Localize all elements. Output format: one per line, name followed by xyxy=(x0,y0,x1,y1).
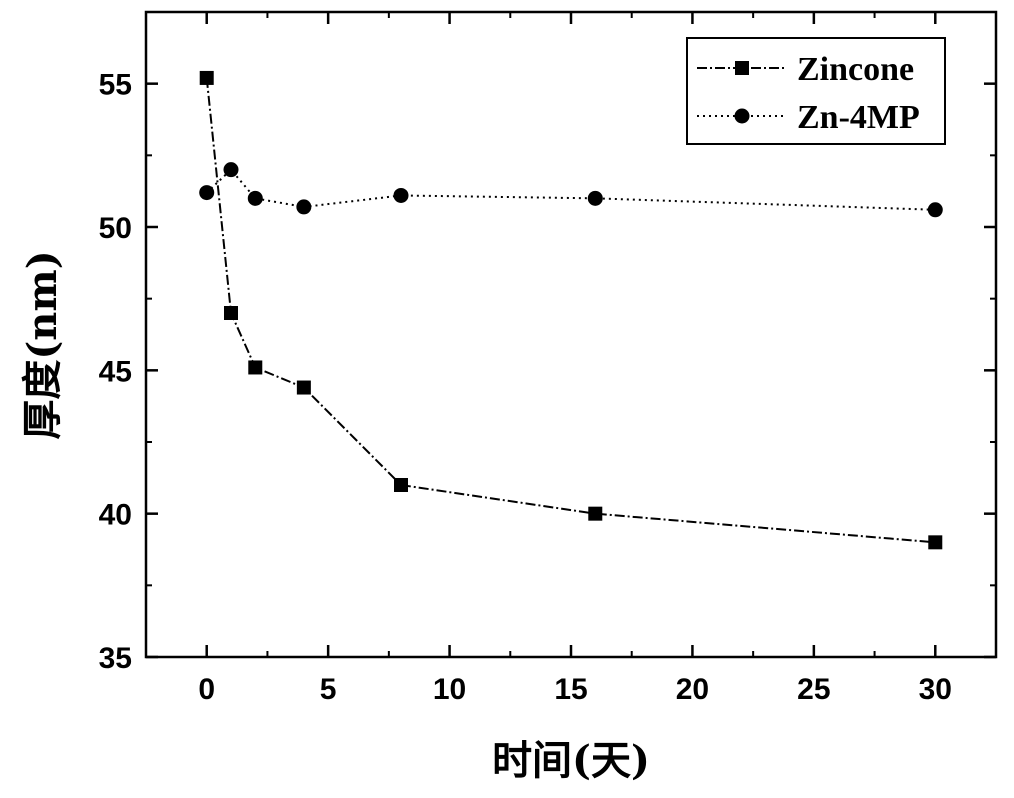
series-line xyxy=(207,170,936,210)
data-point xyxy=(224,162,239,177)
data-point xyxy=(588,191,603,206)
y-tick-label: 35 xyxy=(99,642,132,675)
data-point xyxy=(224,306,238,320)
data-point xyxy=(394,478,408,492)
data-point xyxy=(248,360,262,374)
x-tick-label: 0 xyxy=(198,673,215,706)
y-tick-label: 55 xyxy=(99,69,132,102)
series-1 xyxy=(199,162,943,217)
x-tick-label: 10 xyxy=(433,673,466,706)
data-point xyxy=(248,191,263,206)
data-point xyxy=(200,71,214,85)
legend: Zincone Zn-4MP xyxy=(687,38,945,144)
x-tick-label: 15 xyxy=(554,673,587,706)
x-tick-label: 25 xyxy=(797,673,830,706)
x-tick-label: 30 xyxy=(919,673,952,706)
y-tick-label: 50 xyxy=(99,212,132,245)
legend-label: Zincone xyxy=(797,51,914,88)
x-tick-label: 20 xyxy=(676,673,709,706)
y-tick-label: 45 xyxy=(99,355,132,388)
data-point xyxy=(297,381,311,395)
data-point xyxy=(928,202,943,217)
series-line xyxy=(207,78,936,542)
data-point xyxy=(199,185,214,200)
legend-marker xyxy=(735,109,750,124)
legend-marker xyxy=(735,61,749,75)
x-tick-label: 5 xyxy=(320,673,337,706)
y-axis-title: 厚度(nm) xyxy=(19,250,66,439)
data-point xyxy=(296,199,311,214)
data-point xyxy=(588,507,602,521)
data-point xyxy=(928,535,942,549)
legend-label: Zn-4MP xyxy=(797,99,920,136)
x-axis-title: 时间(天) xyxy=(492,737,650,784)
data-point xyxy=(394,188,409,203)
y-tick-label: 40 xyxy=(99,499,132,532)
